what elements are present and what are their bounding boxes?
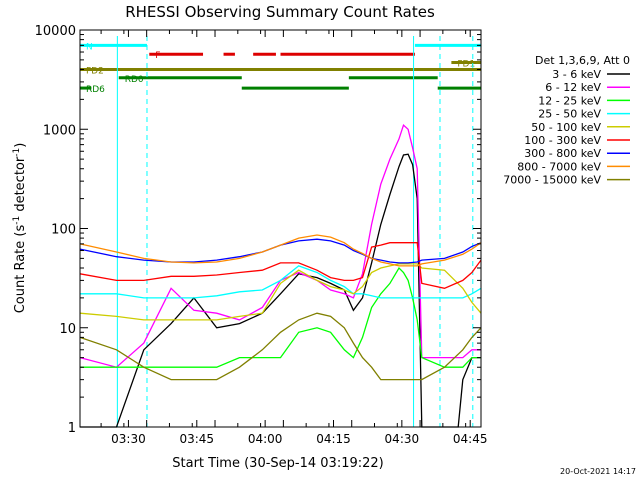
series-line-7000-15000-kev	[79, 312, 482, 381]
x-tick-label-04-30: 04:30	[385, 432, 420, 446]
chart-title: RHESSI Observing Summary Count Rates	[125, 3, 435, 21]
series-line-3-6-kev	[80, 153, 481, 428]
y-axis-label-mid: detector	[13, 156, 28, 216]
x-tick-label-04-15: 04:15	[316, 432, 351, 446]
legend-label-50-100-kev: 50 - 100 keV	[531, 121, 601, 134]
series-line-300-800-kev	[79, 238, 482, 264]
series-line-6-12-kev	[79, 123, 481, 368]
flag-label-rd0: RD0	[125, 75, 144, 85]
saa-night-lines	[116, 36, 474, 427]
legend-header: Det 1,3,6,9, Att 0	[535, 54, 630, 67]
x-tick-label-03-30: 03:30	[111, 432, 146, 446]
y-axis-label: Count Rate (s-1 detector-1)	[12, 143, 28, 314]
legend-label-3-6-kev: 3 - 6 keV	[552, 68, 601, 81]
legend-label-7000-15000-kev: 7000 - 15000 keV	[503, 174, 601, 187]
legend-label-6-12-kev: 6 - 12 keV	[545, 81, 601, 94]
x-tick-label-04-45: 04:45	[453, 432, 488, 446]
y-tick-label-10000: 10000	[35, 24, 76, 39]
flag-label-n: N	[86, 42, 93, 52]
y-axis-label-main: Count Rate (s	[13, 225, 28, 314]
y-axis-label-sup2: -1	[12, 148, 22, 157]
x-axis-ticks: 03:30 03:45 04:00 04:15 04:30 04:45	[100, 30, 488, 446]
legend-label-25-50-kev: 25 - 50 keV	[538, 108, 601, 121]
series-line-50-100-kev	[79, 263, 482, 321]
x-tick-label-04-00: 04:00	[248, 432, 283, 446]
series-lines	[79, 123, 482, 428]
y-axis-ticks: 1 10 100 1000 10000	[35, 24, 481, 436]
flag-label-f: F	[155, 51, 160, 61]
series-line-800-7000-kev	[79, 234, 482, 267]
y-tick-label-10: 10	[59, 322, 76, 337]
series-line-100-300-kev	[79, 242, 482, 289]
legend-label-100-300-kev: 100 - 300 keV	[524, 134, 601, 147]
y-axis-label-sup1: -1	[12, 216, 22, 225]
flag-label-fd1: FD1	[457, 60, 475, 70]
legend-label-800-7000-kev: 800 - 7000 keV	[517, 160, 601, 173]
y-tick-label-1000: 1000	[43, 123, 76, 138]
flag-label-rd6: RD6	[86, 85, 105, 95]
legend-label-300-800-kev: 300 - 800 keV	[524, 147, 601, 160]
series-line-12-25-kev	[80, 266, 481, 368]
flag-label-fd2: FD2	[86, 66, 104, 76]
flag-bars: N F FD1 FD2 RD0 RD6	[80, 42, 481, 95]
y-tick-label-1: 1	[68, 421, 76, 436]
footer-timestamp: 20-Oct-2021 14:17	[560, 467, 636, 476]
y-tick-label-100: 100	[51, 223, 76, 238]
legend-label-12-25-kev: 12 - 25 keV	[538, 94, 601, 107]
series-line-25-50-kev	[80, 265, 482, 299]
x-axis-label: Start Time (30-Sep-14 03:19:22)	[172, 456, 383, 471]
y-axis-label-end: )	[13, 143, 28, 148]
x-tick-label-03-45: 03:45	[179, 432, 214, 446]
